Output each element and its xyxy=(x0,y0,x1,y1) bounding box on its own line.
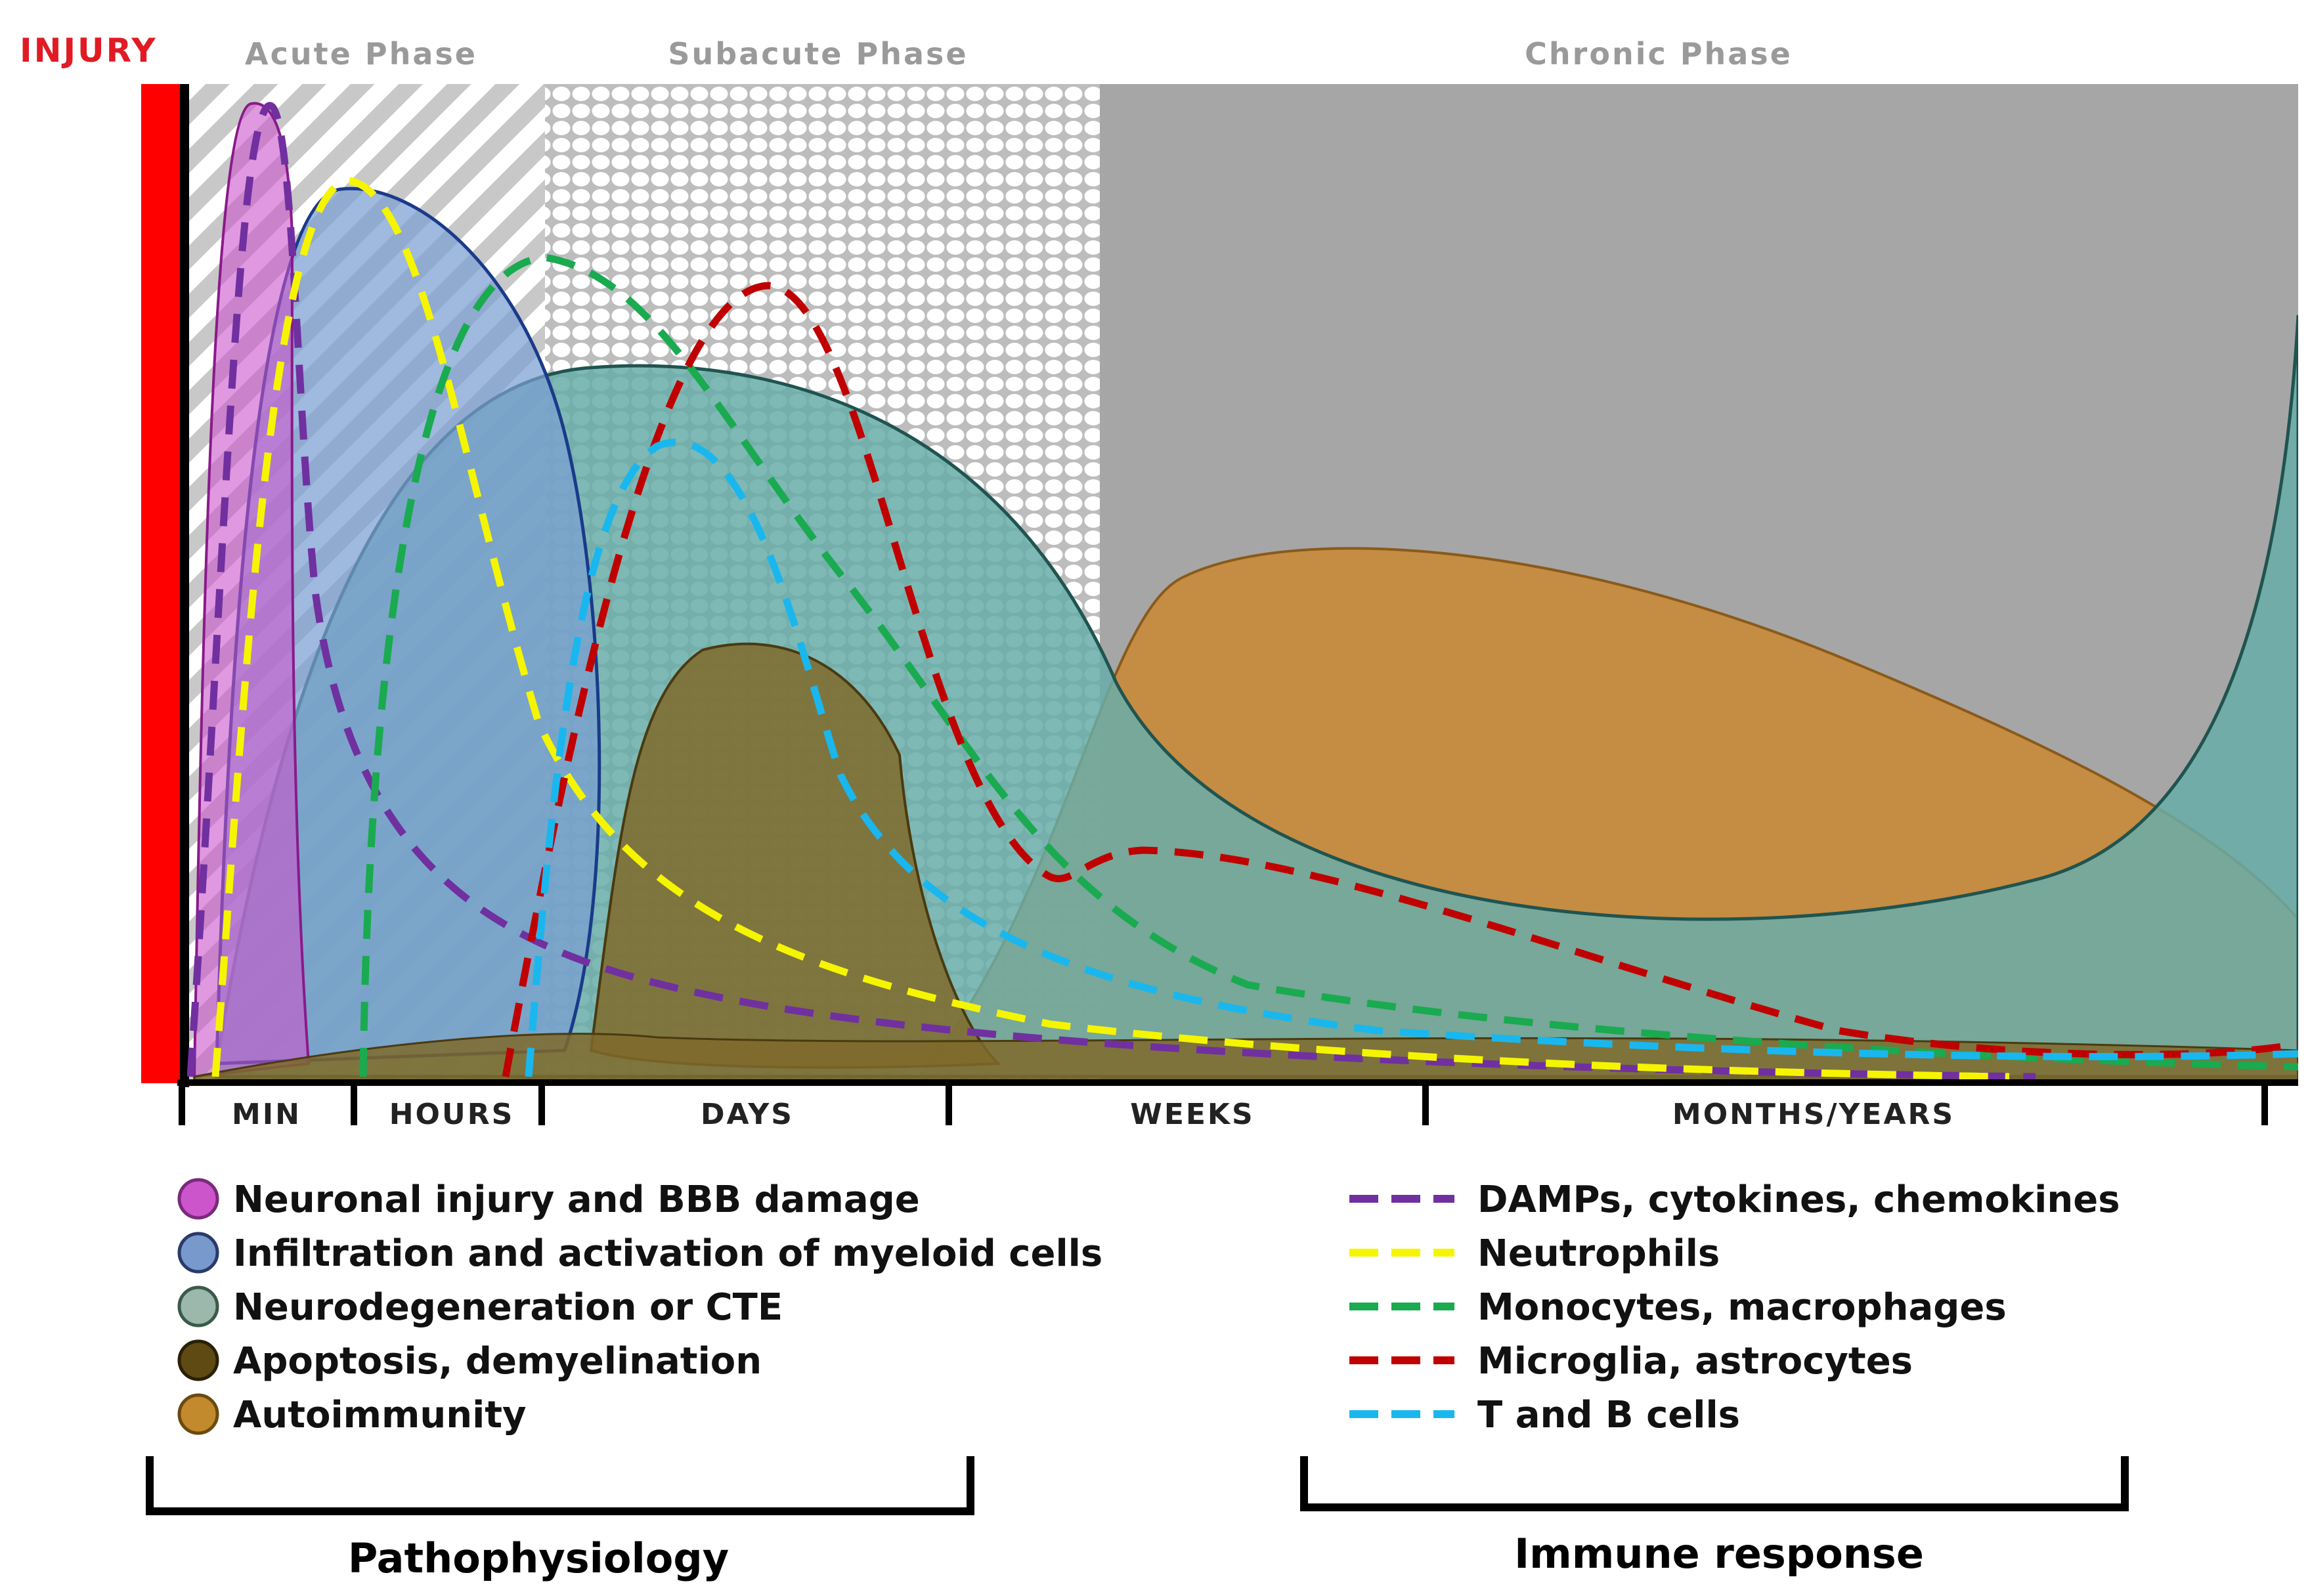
timeline-label-days: DAYS xyxy=(701,1098,794,1131)
curve-t-b-cells xyxy=(525,439,2298,1077)
legend-label-damps: DAMPs, cytokines, chemokines xyxy=(1477,1178,2120,1221)
legend-swatch-myeloid-cells xyxy=(177,1232,219,1274)
timeline-tick xyxy=(1422,1079,1429,1125)
timeline-tick xyxy=(538,1079,545,1125)
curve-microglia-astrocytes xyxy=(502,282,2298,1077)
immune-response-title: Immune response xyxy=(1514,1530,1924,1578)
legend-label-neutrophils: Neutrophils xyxy=(1477,1232,1720,1275)
area-apoptosis-baseline xyxy=(193,1033,2298,1081)
timeline-label-weeks: WEEKS xyxy=(1130,1098,1254,1131)
y-axis-line xyxy=(180,84,189,1087)
pathophysiology-bracket xyxy=(146,1456,974,1515)
legend-swatch-apoptosis xyxy=(177,1339,219,1381)
legend-label-apoptosis: Apoptosis, demyelination xyxy=(233,1340,762,1383)
immune-response-bracket xyxy=(1300,1456,2129,1511)
legend-swatch-neuronal-injury xyxy=(177,1178,219,1220)
legend-label-neurodegeneration: Neurodegeneration or CTE xyxy=(233,1286,783,1329)
phase-label-subacute: Subacute Phase xyxy=(668,36,968,72)
legend-swatch-autoimmunity xyxy=(177,1393,219,1435)
timeline-tick xyxy=(179,1079,185,1125)
curve-monocytes-macrophages xyxy=(359,253,2298,1077)
immune-legend: DAMPs, cytokines, chemokines Neutrophils… xyxy=(1349,1178,2120,1436)
injury-bar xyxy=(141,84,182,1083)
injury-label: INJURY xyxy=(20,32,158,70)
pathophysiology-title: Pathophysiology xyxy=(348,1534,729,1582)
phase-label-chronic: Chronic Phase xyxy=(1525,36,1793,72)
legend-label-monocytes: Monocytes, macrophages xyxy=(1477,1286,2007,1329)
legend-label-microglia: Microglia, astrocytes xyxy=(1477,1340,1913,1383)
timeline-tick xyxy=(351,1079,357,1125)
pathophysiology-legend: Neuronal injury and BBB damage Infiltrat… xyxy=(177,1178,1102,1436)
legend-label-t-b-cells: T and B cells xyxy=(1477,1394,1740,1436)
timeline-axis xyxy=(177,1079,2298,1086)
curve-damps-cytokines xyxy=(187,102,2036,1081)
timeline-label-min: MIN xyxy=(232,1098,301,1131)
timeline-tick xyxy=(2261,1079,2268,1125)
timeline-label-months-years: MONTHS/YEARS xyxy=(1672,1098,1955,1131)
legend-swatch-neurodegeneration xyxy=(177,1285,219,1327)
legend-label-autoimmunity: Autoimmunity xyxy=(233,1394,527,1436)
legend-label-neuronal-injury: Neuronal injury and BBB damage xyxy=(233,1178,920,1221)
phase-label-acute: Acute Phase xyxy=(245,36,477,72)
timeline-tick xyxy=(946,1079,952,1125)
legend-label-myeloid-cells: Infiltration and activation of myeloid c… xyxy=(233,1232,1102,1275)
timeline-label-hours: HOURS xyxy=(389,1098,515,1131)
